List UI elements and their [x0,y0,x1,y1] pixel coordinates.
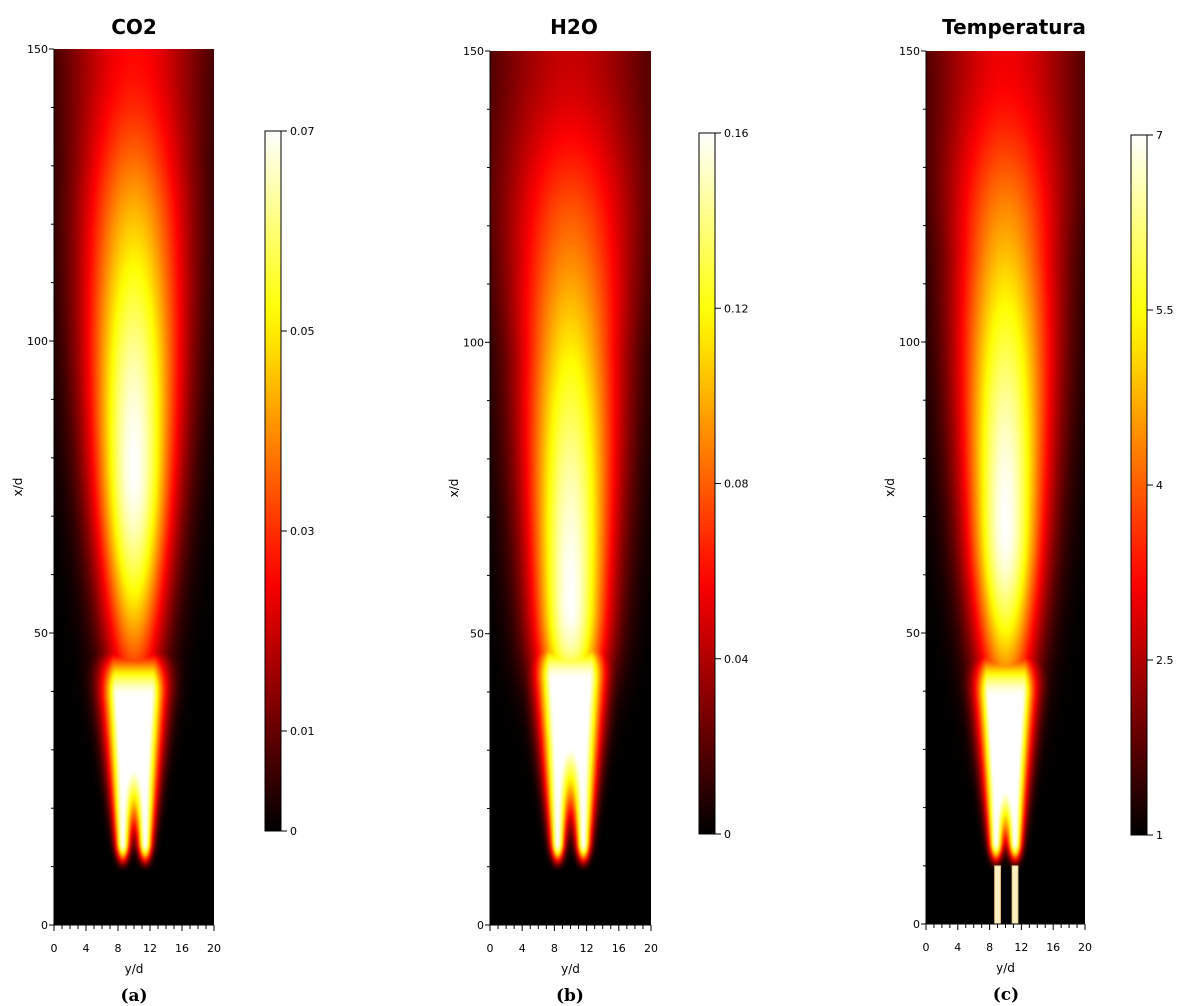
x-axis-label: y/d [561,962,580,976]
colorbar [1130,134,1148,836]
panel-caption: (a) [120,986,147,1006]
panel-caption: (c) [993,985,1019,1005]
colorbar-tick-label: 0.08 [724,478,749,491]
x-tick-label: 16 [1046,941,1060,954]
chart-panel-3: Temperatura 0 4 8 12 16 20 0 50 100 150 y/d x/d (c) 1 2… [883,15,1174,1005]
y-tick-label: 50 [34,627,48,640]
heatmap-field [54,49,214,925]
colorbar-tick-label: 0.07 [290,125,315,138]
nozzle-2 [1011,865,1019,925]
colorbar-tick-label: 0.04 [724,653,749,666]
colorbar-tick-label: 0.01 [290,725,315,738]
x-tick-label: 16 [612,942,626,955]
chart-title: Temperatura [942,15,1086,39]
x-axis-label: y/d [125,962,144,976]
y-tick-label: 150 [27,43,48,56]
y-tick-label: 150 [899,45,920,58]
x-tick-label: 0 [923,941,930,954]
chart-title: CO2 [111,15,157,39]
heatmap-field [490,51,651,925]
y-axis-label: x/d [447,479,461,498]
x-tick-label: 8 [115,942,122,955]
y-tick-label: 100 [463,336,484,349]
heatmap-field [926,51,1085,924]
x-tick-label: 12 [1014,941,1028,954]
y-tick-label: 0 [477,919,484,932]
y-tick-label: 0 [913,918,920,931]
x-tick-label: 20 [207,942,221,955]
colorbar [698,132,716,835]
colorbar-tick-label: 0.05 [290,325,315,338]
x-tick-label: 4 [519,942,526,955]
chart-title: H2O [550,15,598,39]
x-tick-label: 12 [143,942,157,955]
x-tick-label: 4 [83,942,90,955]
colorbar-tick-label: 0 [724,828,731,841]
nozzle-1 [994,865,1001,925]
y-axis-label: x/d [11,478,25,497]
colorbar-tick-label: 1 [1156,829,1163,842]
colorbar-tick-label: 7 [1156,129,1163,142]
colorbar [264,130,282,832]
colorbar-tick-label: 0.16 [724,127,749,140]
x-tick-label: 0 [487,942,494,955]
y-tick-label: 150 [463,45,484,58]
colorbar-tick-label: 0.03 [290,525,315,538]
x-tick-label: 20 [644,942,658,955]
y-tick-label: 100 [27,335,48,348]
x-axis-label: y/d [996,961,1015,975]
y-tick-label: 50 [906,627,920,640]
y-tick-label: 0 [41,919,48,932]
chart-panel-1: CO2 0 4 8 12 16 20 0 50 100 150 y/d x/d (a) 0 0.01 0.03 0… [11,15,315,1006]
chart-panel-2: H2O 0 4 8 12 16 20 0 50 100 150 y/d x/d (b) 0 0.04 0.08 0… [447,15,749,1006]
colorbar-tick-label: 5.5 [1156,304,1174,317]
colorbar-tick-label: 0 [290,825,297,838]
y-tick-label: 100 [899,336,920,349]
colorbar-tick-label: 4 [1156,479,1163,492]
panel-caption: (b) [556,986,584,1006]
x-tick-label: 8 [551,942,558,955]
y-axis-label: x/d [883,478,897,497]
x-tick-label: 20 [1078,941,1092,954]
x-tick-label: 4 [954,941,961,954]
x-tick-label: 8 [986,941,993,954]
x-tick-label: 16 [175,942,189,955]
x-tick-label: 12 [580,942,594,955]
colorbar-tick-label: 2.5 [1156,654,1174,667]
y-tick-label: 50 [470,628,484,641]
x-tick-label: 0 [51,942,58,955]
colorbar-tick-label: 0.12 [724,302,749,315]
